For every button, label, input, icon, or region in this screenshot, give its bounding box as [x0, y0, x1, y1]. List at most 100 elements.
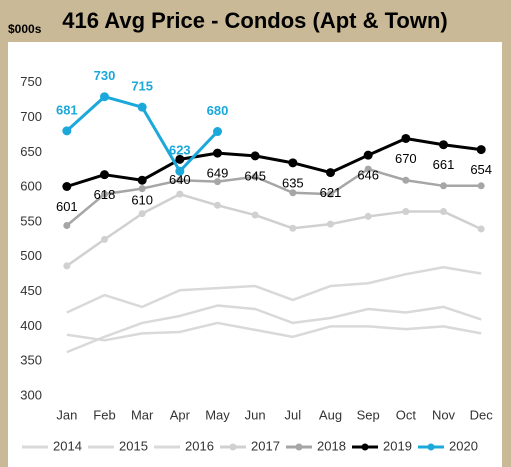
x-tick-label: May: [205, 407, 230, 422]
data-label: 601: [56, 199, 78, 214]
series-line: [66, 304, 482, 354]
y-tick-label: 450: [20, 283, 42, 298]
marker: [62, 182, 72, 192]
x-tick-label: Dec: [470, 407, 494, 422]
y-tick-label: 550: [20, 213, 42, 228]
series-line: [66, 265, 482, 314]
marker: [214, 201, 221, 209]
marker: [289, 189, 297, 197]
legend-marker: [361, 443, 369, 451]
legend-label: 2016: [185, 438, 214, 453]
x-tick-label: Mar: [131, 407, 154, 422]
marker: [289, 224, 297, 232]
data-label: 681: [56, 102, 78, 117]
series-line: [66, 321, 482, 342]
legend-marker: [295, 443, 303, 451]
series-line: [66, 167, 482, 227]
data-label: 635: [282, 175, 304, 190]
legend-label: 2020: [449, 438, 478, 453]
x-tick-label: Feb: [93, 407, 115, 422]
marker: [440, 182, 447, 190]
marker: [176, 190, 184, 198]
marker: [477, 182, 485, 190]
marker: [250, 151, 260, 161]
y-tick-label: 500: [20, 248, 42, 263]
marker: [213, 127, 222, 137]
legend-marker: [229, 443, 237, 451]
data-label: 670: [395, 151, 417, 166]
y-tick-label: 700: [20, 109, 42, 124]
marker: [63, 262, 71, 270]
marker: [327, 220, 334, 228]
marker: [477, 225, 485, 233]
x-tick-label: Jul: [285, 407, 302, 422]
x-tick-label: Jun: [245, 407, 266, 422]
data-label: 623: [169, 143, 191, 158]
data-label: 649: [207, 166, 229, 181]
x-tick-label: Oct: [396, 407, 417, 422]
data-label: 646: [357, 168, 379, 183]
marker: [100, 92, 109, 102]
marker: [364, 212, 372, 220]
marker: [476, 145, 486, 155]
marker: [62, 126, 72, 136]
y-tick-label: 350: [20, 353, 42, 368]
marker: [363, 150, 373, 160]
data-label: 610: [131, 193, 153, 208]
data-label: 730: [94, 68, 116, 83]
chart-title: 416 Avg Price - Condos (Apt & Town): [62, 8, 447, 33]
marker: [251, 173, 259, 181]
marker: [402, 176, 410, 184]
y-tick-label: 600: [20, 179, 42, 194]
legend-label: 2018: [317, 438, 346, 453]
marker: [137, 175, 147, 185]
legend-label: 2015: [119, 438, 148, 453]
legend-label: 2014: [53, 438, 82, 453]
marker: [327, 190, 334, 198]
marker: [288, 158, 298, 168]
y-tick-label: 750: [20, 74, 42, 89]
x-tick-label: Jan: [56, 407, 77, 422]
marker: [364, 165, 372, 173]
marker: [401, 133, 411, 143]
marker: [138, 185, 146, 193]
marker: [100, 170, 109, 180]
marker: [175, 154, 185, 164]
data-label: 621: [320, 185, 342, 200]
marker: [175, 166, 185, 176]
data-label: 715: [131, 79, 153, 94]
legend-label: 2017: [251, 438, 280, 453]
marker: [326, 168, 335, 178]
y-tick-label: 650: [20, 144, 42, 159]
marker: [439, 140, 448, 150]
data-label: 680: [207, 103, 229, 118]
marker: [63, 221, 71, 229]
x-tick-label: Aug: [319, 407, 342, 422]
marker: [214, 178, 221, 186]
plot-background: [8, 42, 502, 467]
series-line: [66, 136, 482, 188]
x-tick-label: Apr: [170, 407, 191, 422]
marker: [101, 190, 108, 198]
data-label: 645: [244, 168, 266, 183]
marker: [101, 235, 108, 243]
y-tick-label: 400: [20, 318, 42, 333]
legend-label: 2019: [383, 438, 412, 453]
series-line: [66, 192, 482, 267]
y-axis-label: $000s: [8, 22, 42, 36]
legend-marker: [427, 443, 435, 451]
data-label: 654: [470, 162, 492, 177]
marker: [213, 148, 222, 158]
y-tick-label: 300: [20, 387, 42, 402]
marker: [138, 210, 146, 218]
marker: [402, 208, 410, 216]
x-tick-label: Sep: [357, 407, 380, 422]
marker: [137, 102, 147, 112]
x-tick-label: Nov: [432, 407, 456, 422]
marker: [176, 176, 184, 184]
data-label: 618: [94, 187, 116, 202]
data-label: 640: [169, 172, 191, 187]
marker: [440, 208, 447, 216]
marker: [251, 211, 259, 219]
